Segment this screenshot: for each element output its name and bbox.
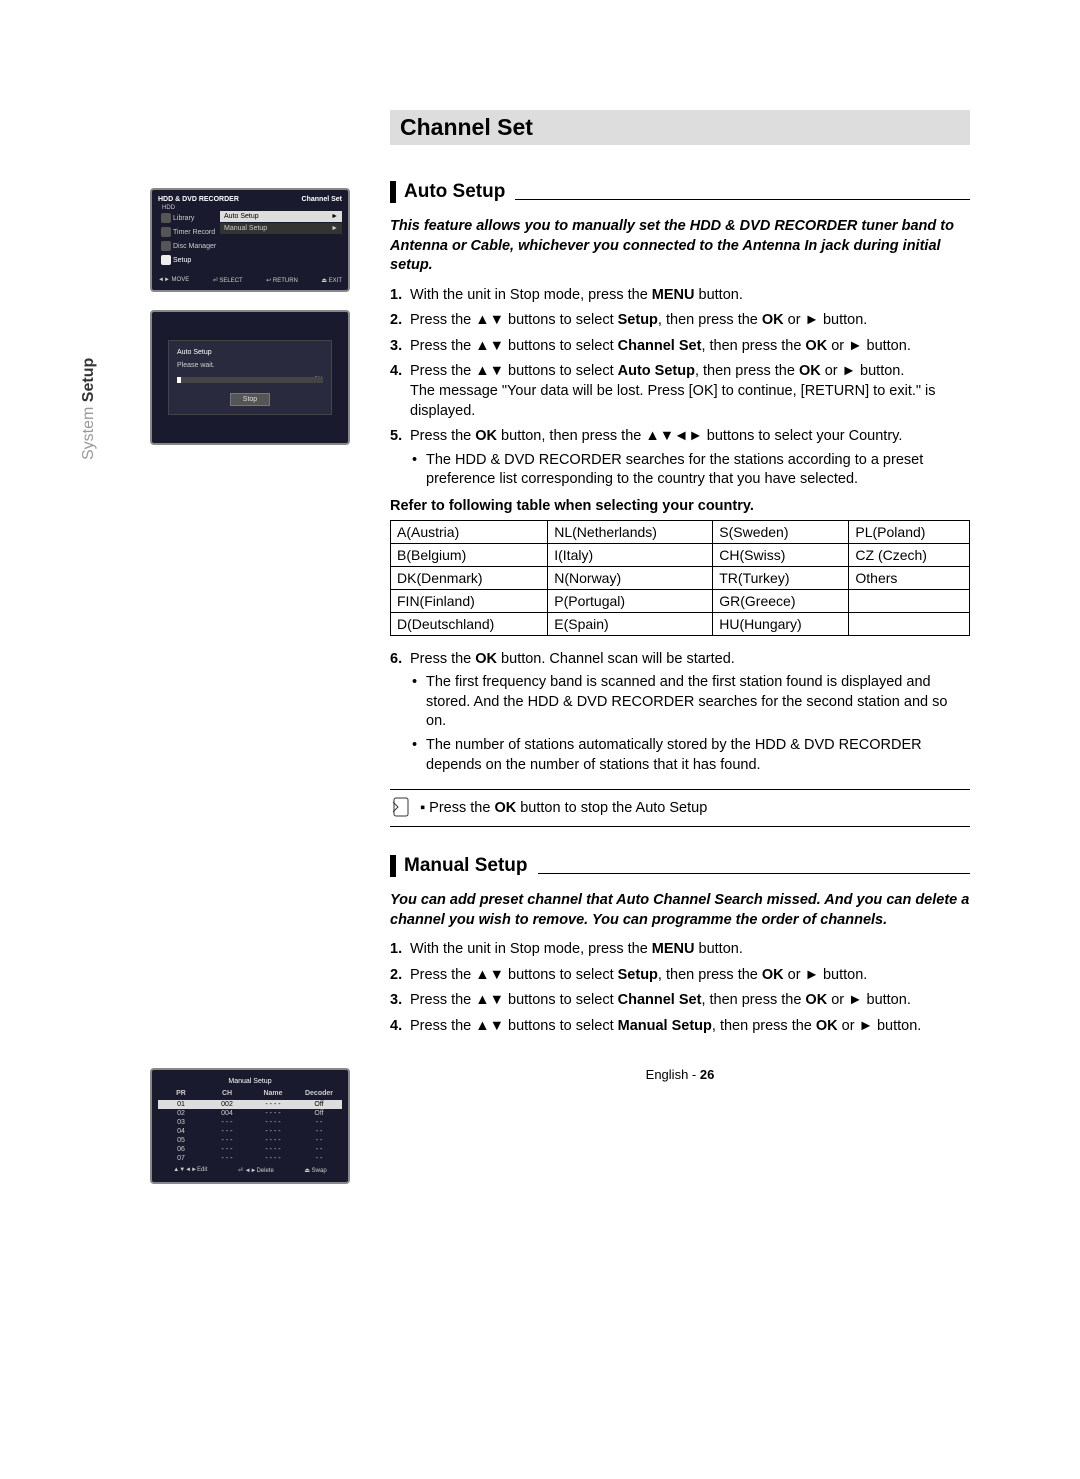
screenshot-channel-set-menu: HDD & DVD RECORDER Channel Set HDD Libra… bbox=[150, 188, 350, 292]
scr2-stop: Stop bbox=[230, 393, 270, 406]
section-title: Channel Set bbox=[400, 114, 960, 141]
manual-setup-heading-row: Manual Setup bbox=[390, 855, 970, 877]
country-cell bbox=[849, 589, 970, 612]
note-box: Press the OK button to stop the Auto Set… bbox=[390, 789, 970, 827]
manual-setup-steps: 1.With the unit in Stop mode, press the … bbox=[390, 940, 970, 1036]
step-6: 6.Press the OK button. Channel scan will… bbox=[390, 650, 970, 775]
country-cell: CH(Swiss) bbox=[713, 543, 849, 566]
step-4: 4.Press the ▲▼ buttons to select Auto Se… bbox=[390, 362, 970, 421]
country-cell: TR(Turkey) bbox=[713, 566, 849, 589]
note-text: Press the OK button to stop the Auto Set… bbox=[420, 800, 707, 816]
step-2: 2.Press the ▲▼ buttons to select Setup, … bbox=[390, 311, 970, 331]
screenshot-manual-setup-table: Manual Setup PR CH Name Decoder 01002- -… bbox=[150, 1068, 350, 1184]
step-6-bullet-2: The number of stations automatically sto… bbox=[410, 736, 970, 775]
country-cell: S(Sweden) bbox=[713, 520, 849, 543]
scr2-wait: Please wait. bbox=[177, 362, 323, 369]
heading-rule bbox=[515, 199, 970, 200]
country-cell: NL(Netherlands) bbox=[548, 520, 713, 543]
side-tab: System Setup bbox=[80, 358, 98, 460]
auto-setup-steps: 1.With the unit in Stop mode, press the … bbox=[390, 286, 970, 490]
step-1: 1.With the unit in Stop mode, press the … bbox=[390, 286, 970, 306]
step-3: 3.Press the ▲▼ buttons to select Channel… bbox=[390, 337, 970, 357]
heading-accent-bar bbox=[390, 855, 396, 877]
heading-accent-bar bbox=[390, 181, 396, 203]
screenshot-auto-setup-progress: Auto Setup Please wait. 3% Stop bbox=[150, 310, 350, 445]
country-cell: I(Italy) bbox=[548, 543, 713, 566]
side-tab-dark: Setup bbox=[80, 358, 97, 402]
section-title-box: Channel Set bbox=[390, 110, 970, 145]
country-cell: A(Austria) bbox=[391, 520, 548, 543]
auto-setup-heading: Auto Setup bbox=[404, 181, 505, 203]
manual-setup-heading: Manual Setup bbox=[404, 855, 528, 877]
country-cell: B(Belgium) bbox=[391, 543, 548, 566]
country-cell: N(Norway) bbox=[548, 566, 713, 589]
scr1-footer: ◄► MOVE ⏎ SELECT ↩ RETURN ⏏ EXIT bbox=[158, 277, 342, 284]
scr1-title-right: Channel Set bbox=[302, 196, 342, 203]
m-step-1: 1.With the unit in Stop mode, press the … bbox=[390, 940, 970, 960]
page-footer: English - 26 bbox=[390, 1067, 970, 1082]
heading-rule bbox=[538, 873, 970, 874]
step-5: 5.Press the OK button, then press the ▲▼… bbox=[390, 427, 970, 490]
step-5-bullet: The HDD & DVD RECORDER searches for the … bbox=[410, 451, 970, 490]
step-6-bullet-1: The first frequency band is scanned and … bbox=[410, 673, 970, 732]
manual-setup-intro: You can add preset channel that Auto Cha… bbox=[390, 891, 970, 930]
m-step-2: 2.Press the ▲▼ buttons to select Setup, … bbox=[390, 966, 970, 986]
country-cell: DK(Denmark) bbox=[391, 566, 548, 589]
country-cell bbox=[849, 612, 970, 635]
scr3-title: Manual Setup bbox=[158, 1078, 342, 1085]
country-cell: PL(Poland) bbox=[849, 520, 970, 543]
auto-setup-heading-row: Auto Setup bbox=[390, 181, 970, 203]
note-icon bbox=[390, 796, 412, 822]
m-step-3: 3.Press the ▲▼ buttons to select Channel… bbox=[390, 991, 970, 1011]
country-cell: HU(Hungary) bbox=[713, 612, 849, 635]
side-tab-light: System bbox=[80, 402, 97, 460]
country-cell: CZ (Czech) bbox=[849, 543, 970, 566]
scr2-title: Auto Setup bbox=[177, 349, 323, 356]
country-cell: GR(Greece) bbox=[713, 589, 849, 612]
country-table-caption: Refer to following table when selecting … bbox=[390, 498, 970, 514]
country-cell: Others bbox=[849, 566, 970, 589]
m-step-4: 4.Press the ▲▼ buttons to select Manual … bbox=[390, 1017, 970, 1037]
country-table: A(Austria)NL(Netherlands)S(Sweden)PL(Pol… bbox=[390, 520, 970, 636]
country-cell: P(Portugal) bbox=[548, 589, 713, 612]
country-cell: FIN(Finland) bbox=[391, 589, 548, 612]
country-cell: E(Spain) bbox=[548, 612, 713, 635]
scr1-left-menu: Library Timer Record Disc Manager Setup bbox=[158, 211, 220, 267]
auto-setup-steps-cont: 6.Press the OK button. Channel scan will… bbox=[390, 650, 970, 775]
auto-setup-intro: This feature allows you to manually set … bbox=[390, 217, 970, 276]
country-cell: D(Deutschland) bbox=[391, 612, 548, 635]
scr1-title-left: HDD & DVD RECORDER bbox=[158, 196, 239, 203]
scr1-right-panel: Auto Setup► Manual Setup► bbox=[220, 211, 342, 267]
